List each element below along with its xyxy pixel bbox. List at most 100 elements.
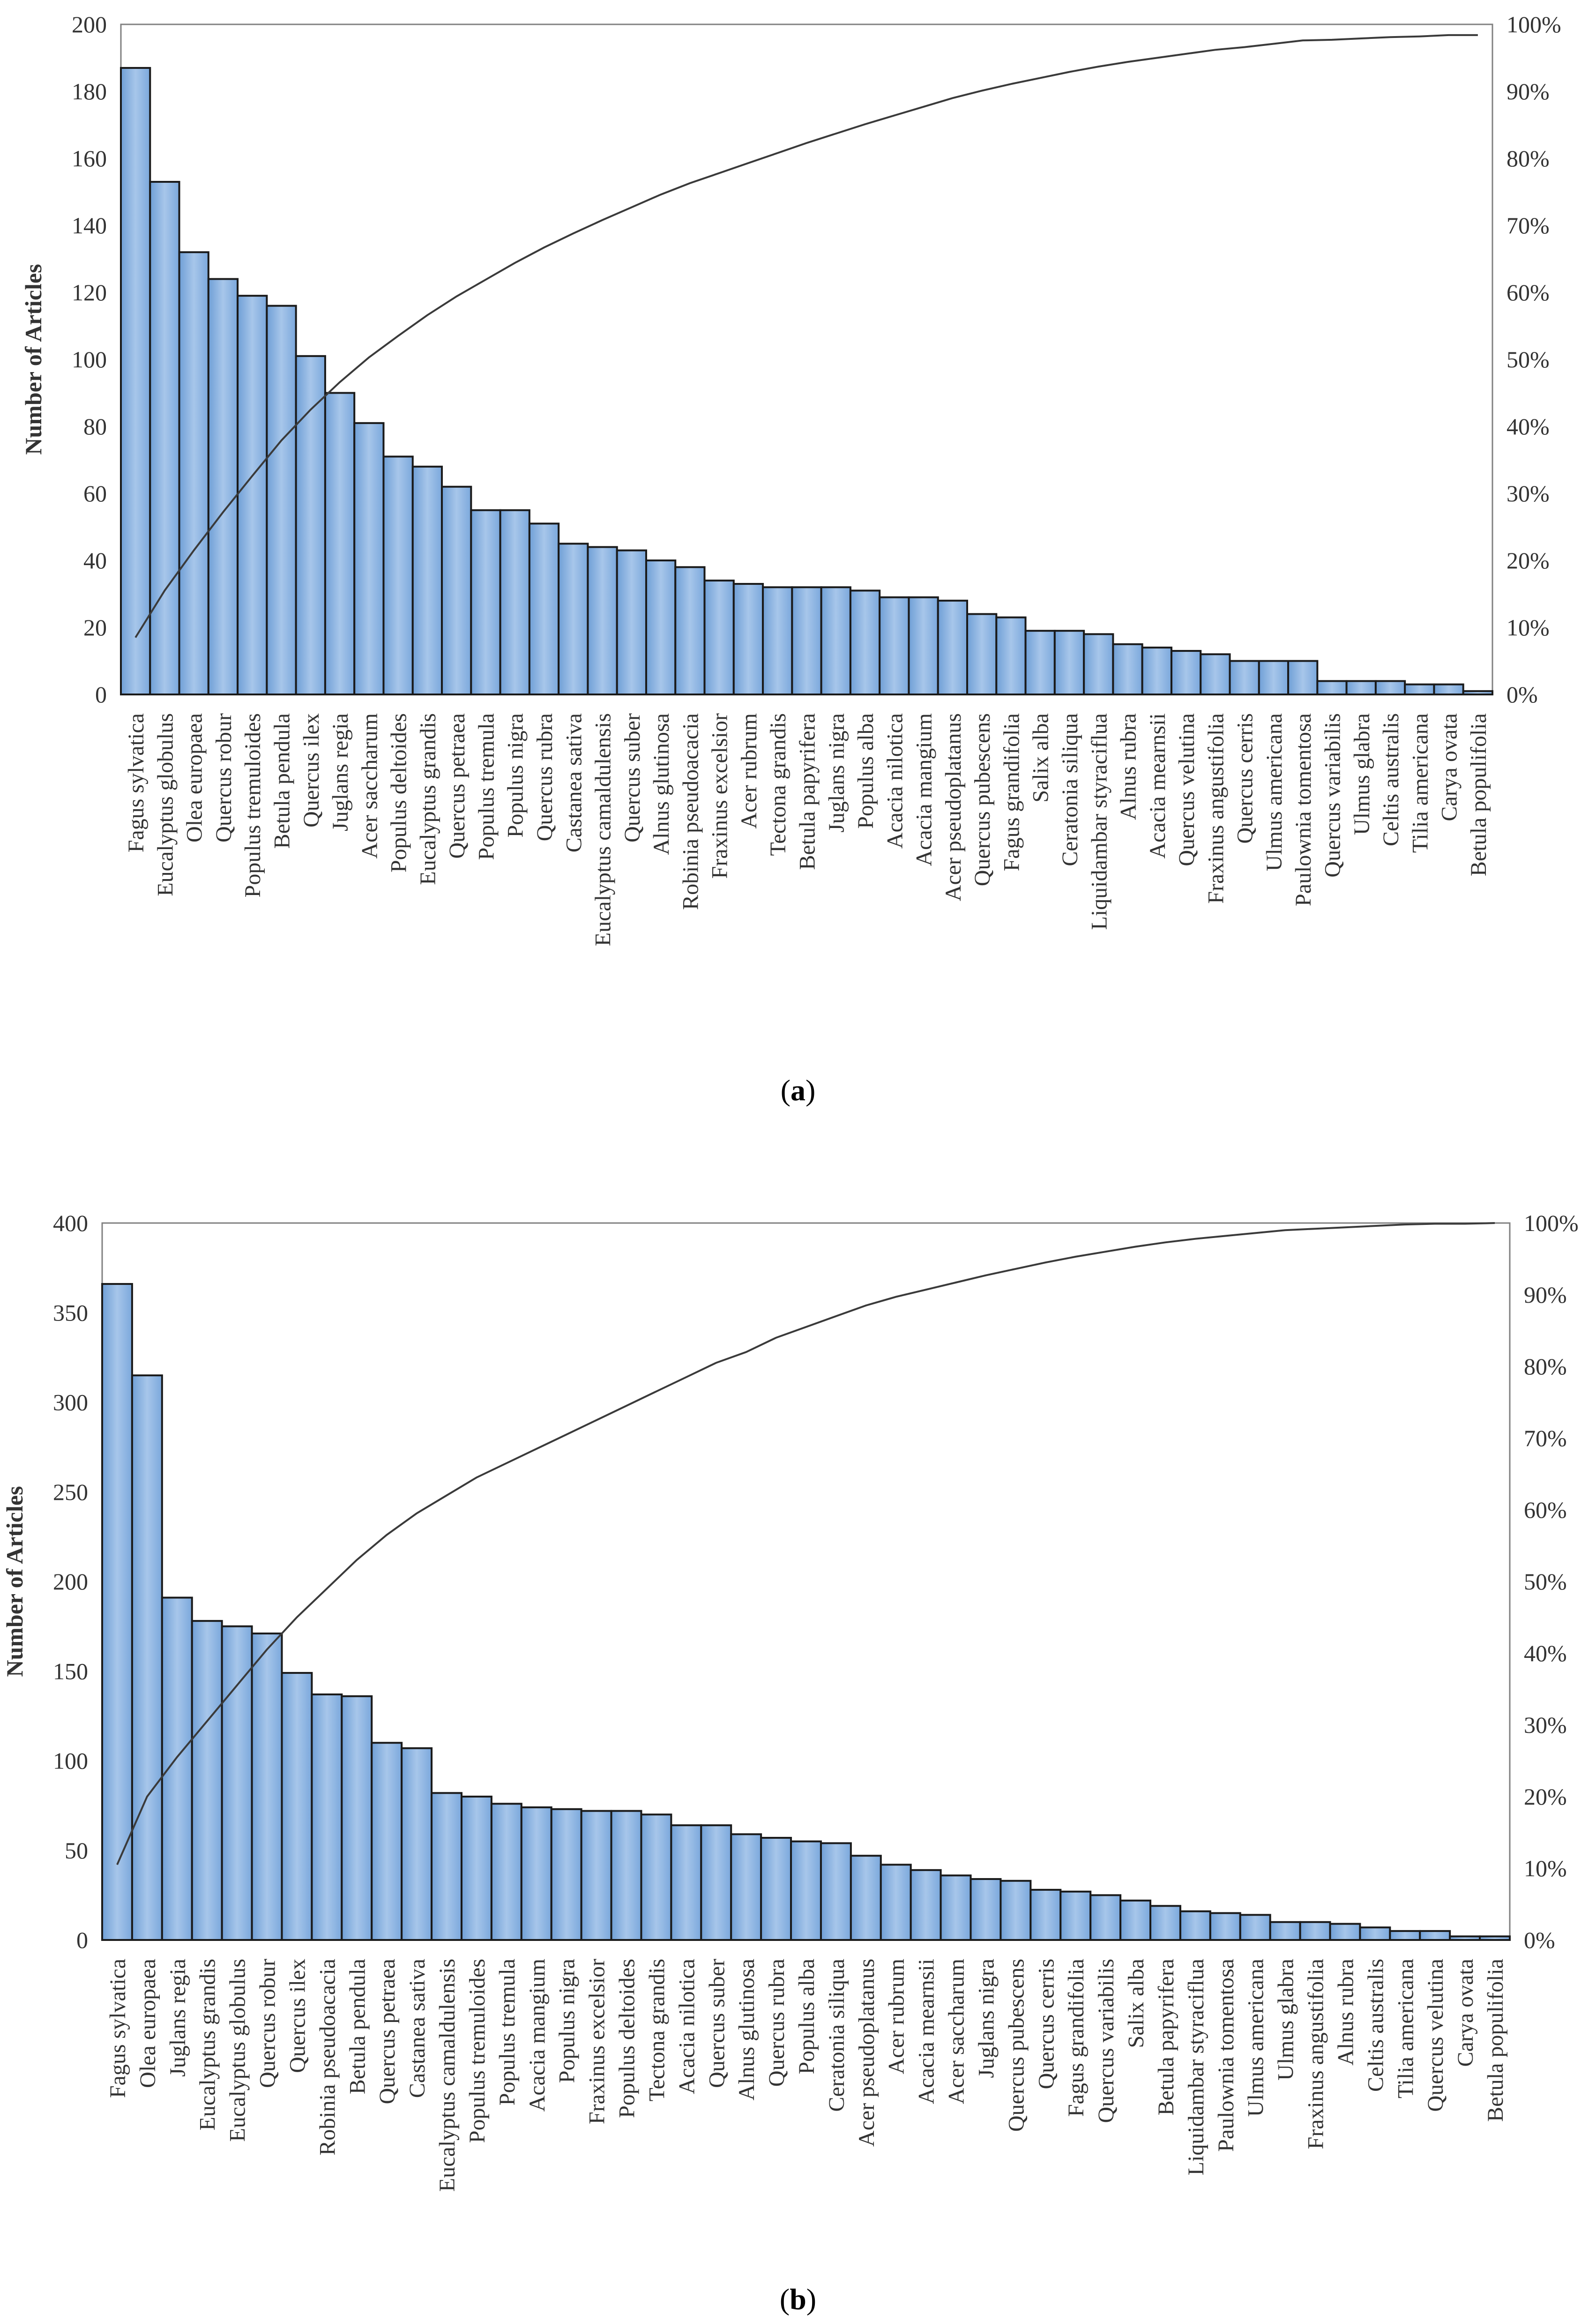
chart-a-bar [1112, 643, 1143, 695]
chart-a-category-label: Fagus grandifolia [999, 713, 1024, 871]
chart-b-y2-tick-label: 100% [1524, 1210, 1579, 1236]
chart-a-category-label: Robinia pseudoacacia [678, 713, 703, 910]
chart-b-category-label: Quercus variabilis [1094, 1959, 1119, 2123]
chart-b-category-label: Acacia mangium [525, 1959, 550, 2112]
chart-b-category-label: Fraxinus excelsior [585, 1959, 610, 2124]
chart-a-y2-tick-label: 0% [1507, 681, 1538, 708]
chart-a-bar [1024, 630, 1056, 696]
chart-b-category-label: Castanea sativa [405, 1959, 430, 2098]
chart-a-bar [879, 596, 910, 696]
chart-b-category-label: Betula papyrifera [1154, 1959, 1178, 2116]
chart-b-category-label: Ulmus americana [1244, 1959, 1268, 2117]
chart-b-bar [281, 1672, 313, 1941]
chart-b-bar [1059, 1890, 1092, 1941]
chart-a-y-tick-label: 20 [83, 614, 107, 641]
chart-a-y2-tick-label: 30% [1507, 480, 1550, 507]
chart-a-bar [382, 455, 414, 695]
chart-b-bar [700, 1824, 732, 1941]
chart-a-y-tick-label: 160 [72, 145, 107, 172]
chart-a-bar [149, 181, 180, 695]
chart-b-bar [1209, 1912, 1241, 1941]
chart-a-category-label: Quercus robur [211, 713, 236, 843]
chart-a-category-label: Alnus glutinosa [649, 713, 674, 855]
chart-a-category-label: Fraxinus angustifolia [1203, 713, 1228, 904]
chart-a-bar [1229, 660, 1260, 695]
chart-b-bar [880, 1864, 912, 1941]
chart-a-bar [937, 599, 969, 696]
chart-b-category-label: Fagus grandifolia [1064, 1959, 1089, 2117]
chart-b-category-label: Robinia pseudoacacia [315, 1959, 340, 2156]
chart-a-bar [616, 549, 647, 696]
chart-a-category-label: Celtis australis [1379, 713, 1403, 846]
chart-a-y-axis-label: Number of Articles [20, 264, 46, 455]
chart-b-bar [161, 1596, 193, 1941]
chart-b-bar [550, 1808, 582, 1941]
chart-b-bar [1089, 1894, 1122, 1941]
chart-a-category-label: Acacia mearnsii [1145, 713, 1170, 859]
chart-a-y2-tick-label: 60% [1507, 279, 1550, 306]
chart-a-bar [1053, 630, 1085, 696]
chart-a-category-label: Acer saccharum [357, 713, 382, 858]
chart-b-bar [999, 1880, 1032, 1941]
chart-a-category-label: Populus deltoides [387, 713, 411, 873]
chart-b-y2-tick-label: 70% [1524, 1425, 1567, 1451]
chart-b-category-label: Acacia mearnsii [914, 1959, 939, 2104]
chart-a-category-label: Acacia nilotica [882, 713, 907, 849]
chart-a-y-tick-label: 200 [72, 11, 107, 37]
chart-a-bar [1287, 660, 1319, 695]
chart-a-category-label: Eucalyptus globulus [153, 713, 178, 896]
chart-b-category-label: Eucalyptus globulus [225, 1959, 250, 2142]
chart-a-bar [674, 566, 706, 696]
chart-b-category-label: Carya ovata [1453, 1959, 1478, 2067]
chart-b-y2-tick-label: 50% [1524, 1568, 1567, 1595]
chart-a-category-label: Quercus petraea [445, 713, 470, 858]
chart-a-category-label: Quercus cerris [1233, 713, 1258, 844]
pareto-chart-b: 0 50 100 150 200 250 300 350 400 0% 10% 20% 30% 40% 50… [1, 1210, 1579, 2192]
chart-b-y-tick-label: 400 [53, 1210, 88, 1236]
chart-b-y-tick-label: 0 [76, 1927, 88, 1953]
chart-a-bar [470, 509, 501, 695]
chart-a-category-label: Eucalyptus camaldulensis [591, 713, 616, 946]
chart-b-category-label: Populus deltoides [615, 1959, 640, 2118]
chart-a-bar [966, 613, 998, 696]
chart-b-bar [131, 1374, 163, 1941]
chart-a-y2-tick-label: 10% [1507, 614, 1550, 641]
chart-b-bar [520, 1806, 552, 1941]
chart-b-bar [580, 1810, 612, 1941]
chart-a-category-label: Quercus ilex [299, 713, 324, 828]
chart-a-category-label: Betula pendula [270, 713, 295, 849]
chart-b-y-tick-label: 200 [53, 1568, 88, 1595]
chart-b-category-label: Acer saccharum [944, 1959, 969, 2104]
chart-a-bar [295, 355, 326, 695]
chart-a-y2-tick-label: 40% [1507, 413, 1550, 440]
chart-a-category-label: Ulmus glabra [1350, 713, 1374, 835]
chart-a-category-label: Fagus sylvatica [124, 713, 149, 852]
chart-b-y2-tick-label: 0% [1524, 1927, 1555, 1953]
chart-b-category-label: Celtis australis [1363, 1959, 1388, 2092]
chart-a-bar [908, 596, 939, 696]
caption-b: (b) [779, 2283, 817, 2316]
chart-b-y2-tick-label: 90% [1524, 1282, 1567, 1308]
chart-b-category-label: Quercus suber [704, 1959, 729, 2088]
chart-a-category-label: Castanea sativa [561, 713, 586, 852]
chart-b-y-tick-label: 250 [53, 1479, 88, 1505]
chart-a-bar [324, 392, 356, 695]
chart-a-category-label: Juglans regia [328, 713, 353, 831]
chart-b-bar [371, 1742, 403, 1941]
chart-a-category-label: Acer pseudoplatanus [941, 713, 966, 901]
chart-b-category-label: Alnus rubra [1333, 1959, 1358, 2066]
chart-a-bar [411, 465, 443, 695]
chart-a-category-label: Populus tremula [474, 713, 499, 860]
chart-a-y-tick-label: 180 [72, 78, 107, 104]
chart-b-category-label: Acer rubrum [884, 1959, 909, 2074]
chart-b-bar [401, 1747, 433, 1941]
chart-b-bar [1359, 1926, 1391, 1941]
chart-b-bar [1239, 1914, 1271, 1941]
chart-a-bar [1170, 650, 1202, 696]
chart-b-bar [640, 1813, 672, 1941]
chart-b-category-label: Olea europaea [135, 1959, 160, 2088]
chart-a-y-tick-label: 80 [83, 413, 107, 440]
caption-a-letter: a [791, 1074, 805, 1107]
chart-a-y2-tick-label: 70% [1507, 212, 1550, 239]
chart-b-bar [1329, 1923, 1361, 1941]
